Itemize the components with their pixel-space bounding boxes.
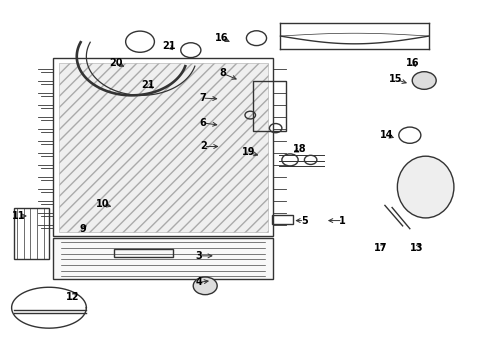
Bar — [59, 63, 267, 232]
Text: 17: 17 — [373, 243, 387, 253]
Text: 4: 4 — [195, 277, 202, 287]
Text: 19: 19 — [241, 148, 255, 157]
Text: 18: 18 — [293, 144, 306, 154]
Text: 16: 16 — [405, 58, 418, 68]
Text: 3: 3 — [195, 251, 202, 261]
Text: 1: 1 — [339, 216, 346, 226]
Text: 9: 9 — [79, 224, 86, 234]
Text: 2: 2 — [200, 141, 207, 152]
Text: 12: 12 — [66, 292, 80, 302]
Text: 11: 11 — [12, 211, 25, 221]
Text: 14: 14 — [379, 130, 392, 140]
Bar — [253, 81, 285, 131]
Text: 6: 6 — [199, 118, 205, 128]
Circle shape — [193, 277, 217, 294]
Bar — [53, 58, 273, 237]
Bar — [15, 208, 49, 259]
Text: 5: 5 — [301, 216, 307, 226]
Circle shape — [411, 72, 435, 89]
Text: 8: 8 — [219, 68, 226, 78]
Bar — [272, 215, 293, 224]
Text: 15: 15 — [388, 75, 402, 85]
Text: 10: 10 — [96, 199, 110, 209]
Ellipse shape — [397, 156, 453, 218]
Text: 21: 21 — [141, 80, 154, 90]
Text: 21: 21 — [162, 41, 175, 51]
Text: 16: 16 — [214, 33, 228, 43]
Text: 20: 20 — [109, 58, 122, 68]
Bar — [114, 249, 172, 257]
Bar — [53, 238, 273, 279]
Text: 7: 7 — [199, 93, 205, 103]
Text: 13: 13 — [409, 243, 423, 253]
